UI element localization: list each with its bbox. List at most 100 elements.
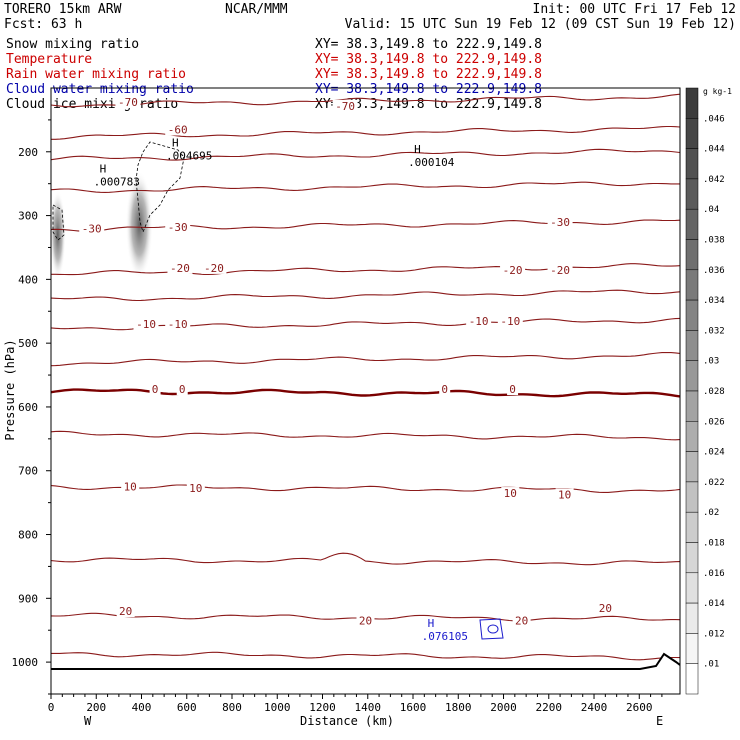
- x-tick-label: 1200: [309, 701, 336, 714]
- temperature-contour: [51, 181, 680, 193]
- cloud-water-contour: [479, 618, 504, 640]
- colorbar-tick-label: .036: [703, 266, 725, 276]
- max-marker-value: .000783: [94, 176, 140, 189]
- y-axis-title: Pressure (hPa): [3, 339, 17, 440]
- temperature-contour: [51, 430, 680, 441]
- contour-label-bg: [133, 318, 159, 331]
- contour-label: -70: [118, 96, 138, 109]
- colorbar-segment: [685, 87, 699, 119]
- y-tick-label: 500: [18, 337, 38, 350]
- max-marker-h: H: [172, 136, 179, 149]
- legend-item-xy: XY= 38.3,149.8 to 222.9,149.8: [315, 37, 542, 52]
- contour-label-bg: [79, 222, 105, 235]
- model-label: TORERO 15km ARW: [4, 2, 122, 17]
- contour-label: -30: [550, 216, 570, 229]
- x-tick-label: 400: [132, 701, 152, 714]
- init-label: Init: 00 UTC Fri 17 Feb 12: [533, 2, 737, 17]
- snow-contour-outline: [52, 204, 65, 241]
- contour-label-bg: [115, 96, 141, 109]
- x-tick-label: 800: [222, 701, 242, 714]
- colorbar-segment: [685, 451, 699, 483]
- colorbar-tick-label: .04: [703, 205, 719, 215]
- colorbar-tick-label: .018: [703, 539, 725, 549]
- colorbar-tick-label: .016: [703, 569, 725, 579]
- colorbar-tick-label: .044: [703, 145, 725, 155]
- contour-label-bg: [507, 383, 519, 396]
- colorbar-segment: [685, 118, 699, 149]
- contour-label: 10: [189, 482, 202, 495]
- max-marker-value: .004695: [166, 149, 212, 162]
- legend: Snow mixing ratio XY= 38.3,149.8 to 222.9…: [6, 37, 542, 112]
- colorbar-segment: [685, 542, 699, 574]
- x-tick-label: 2600: [626, 701, 653, 714]
- plot-frame: [50, 87, 681, 695]
- colorbar: g kg-1 .046 .044 .042 .04 .038 .036 .034 .032 .0…: [685, 87, 732, 695]
- x-tick-label: 1000: [264, 701, 291, 714]
- colorbar-tick-label: .014: [703, 599, 725, 609]
- east-label: E: [656, 714, 663, 728]
- colorbar-segment: [685, 239, 699, 271]
- x-tick-label: 2400: [581, 701, 608, 714]
- contour-label-bg: [165, 318, 191, 331]
- temperature-contour: [51, 125, 680, 140]
- west-label: W: [84, 714, 92, 728]
- y-tick-label: 300: [18, 210, 38, 223]
- legend-item-xy: XY= 38.3,149.8 to 222.9,149.8: [315, 52, 542, 67]
- contour-label: 20: [359, 615, 372, 628]
- colorbar-segment: [685, 572, 699, 604]
- max-marker-h: H: [428, 617, 435, 630]
- colorbar-segment: [685, 663, 699, 695]
- cloud-water-core: [487, 624, 499, 634]
- valid-label: Valid: 15 UTC Sun 19 Feb 12 (09 CST Sun …: [345, 17, 736, 32]
- max-marker-value: .000104: [408, 156, 455, 169]
- colorbar-tick-label: .03: [703, 357, 719, 367]
- colorbar-tick-label: .02: [703, 508, 719, 518]
- colorbar-segment: [685, 511, 699, 543]
- colorbar-tick-label: .032: [703, 326, 725, 336]
- axes: 0 200 400 600 800 1000 1200 1400 1600 1800 2000 220…: [12, 119, 663, 714]
- colorbar-tick-label: .042: [703, 175, 725, 185]
- contour-label-bg: [116, 605, 135, 618]
- contour-label-bg: [356, 614, 375, 627]
- temperature-contour: [51, 552, 680, 566]
- colorbar-tick-label: .022: [703, 478, 725, 488]
- contour-labels: -70 -70-60-30 -30 -30-20 -20 -20 -20-10 -10 -10-…: [79, 96, 615, 643]
- center-label: NCAR/MMM: [225, 2, 288, 17]
- legend-item-name: Cloud water mixing ratio: [6, 82, 194, 97]
- contour-label: 0: [179, 383, 186, 396]
- y-tick-label: 800: [18, 529, 38, 542]
- colorbar-tick-label: .028: [703, 387, 725, 397]
- x-axis-title: Distance (km): [300, 714, 394, 728]
- x-tick-label: 1400: [355, 701, 382, 714]
- contour-label-bg: [165, 221, 191, 234]
- contour-label: 20: [599, 602, 612, 615]
- colorbar-segment: [685, 148, 699, 180]
- contour-label: 10: [504, 487, 517, 500]
- header: TORERO 15km ARW Fcst: 63 h NCAR/MMM Init…: [4, 2, 736, 32]
- colorbar-tick-label: .01: [703, 660, 719, 670]
- temperature-contour: [51, 289, 680, 302]
- temperature-contour: [51, 388, 680, 398]
- contour-label-bg: [547, 263, 573, 276]
- contour-label-bg: [149, 383, 161, 396]
- colorbar-segment: [685, 330, 699, 361]
- colorbar-segment: [685, 481, 699, 513]
- temperature-contour: [51, 351, 680, 367]
- y-tick-label: 900: [18, 592, 38, 605]
- contour-label-bg: [547, 215, 573, 228]
- contour-label: 0: [509, 383, 516, 396]
- legend-item-xy: XY= 38.3,149.8 to 222.9,149.8: [315, 97, 542, 112]
- colorbar-segment: [685, 299, 699, 331]
- contour-label: 20: [515, 615, 528, 628]
- forecast-label: Fcst: 63 h: [4, 17, 82, 32]
- colorbar-segment: [685, 421, 699, 452]
- max-marker-h: H: [414, 143, 421, 156]
- contour-label-bg: [201, 261, 227, 274]
- legend-item-name: Rain water mixing ratio: [6, 67, 186, 82]
- legend-item-xy: XY= 38.3,149.8 to 222.9,149.8: [315, 82, 542, 97]
- contour-label-bg: [500, 263, 526, 276]
- x-tick-label: 1800: [445, 701, 472, 714]
- snow-shade-area: [125, 170, 153, 280]
- colorbar-tick-label: .038: [703, 236, 725, 246]
- snow-contour-outline: [135, 141, 185, 234]
